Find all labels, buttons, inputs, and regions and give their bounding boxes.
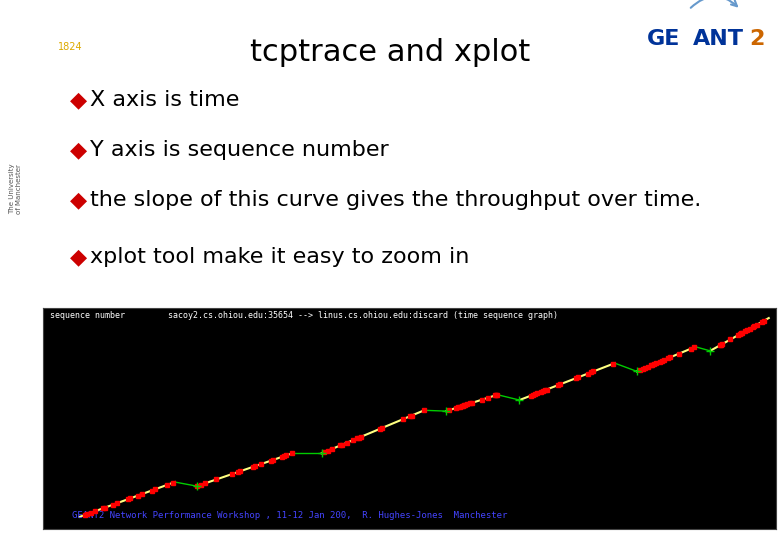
Text: the slope of this curve gives the throughput over time.: the slope of this curve gives the throug… [90, 191, 701, 211]
Text: 2: 2 [749, 29, 764, 49]
Text: ◆: ◆ [69, 90, 87, 110]
Text: ◆: ◆ [69, 191, 87, 211]
Text: GEANT2 Network Performance Workshop , 11-12 Jan 200,  R. Hughes-Jones  Mancheste: GEANT2 Network Performance Workshop , 11… [73, 511, 508, 521]
Text: ◆: ◆ [69, 247, 87, 267]
Text: GE: GE [647, 29, 680, 49]
Text: The University
of Manchester: The University of Manchester [9, 164, 22, 214]
Text: Y axis is sequence number: Y axis is sequence number [90, 140, 388, 160]
Text: xplot tool make it easy to zoom in: xplot tool make it easy to zoom in [90, 247, 469, 267]
Text: ANT: ANT [693, 29, 744, 49]
Text: MANCHESTER: MANCHESTER [27, 22, 113, 32]
Text: sequence number: sequence number [50, 311, 126, 320]
Text: X axis is time: X axis is time [90, 90, 239, 110]
Text: 1824: 1824 [58, 42, 83, 52]
Text: ◆: ◆ [69, 140, 87, 160]
Text: tcptrace and xplot: tcptrace and xplot [250, 38, 530, 66]
Text: sacoy2.cs.ohiou.edu:35654 --> linus.cs.ohiou.edu:discard (time sequence graph): sacoy2.cs.ohiou.edu:35654 --> linus.cs.o… [168, 311, 558, 320]
